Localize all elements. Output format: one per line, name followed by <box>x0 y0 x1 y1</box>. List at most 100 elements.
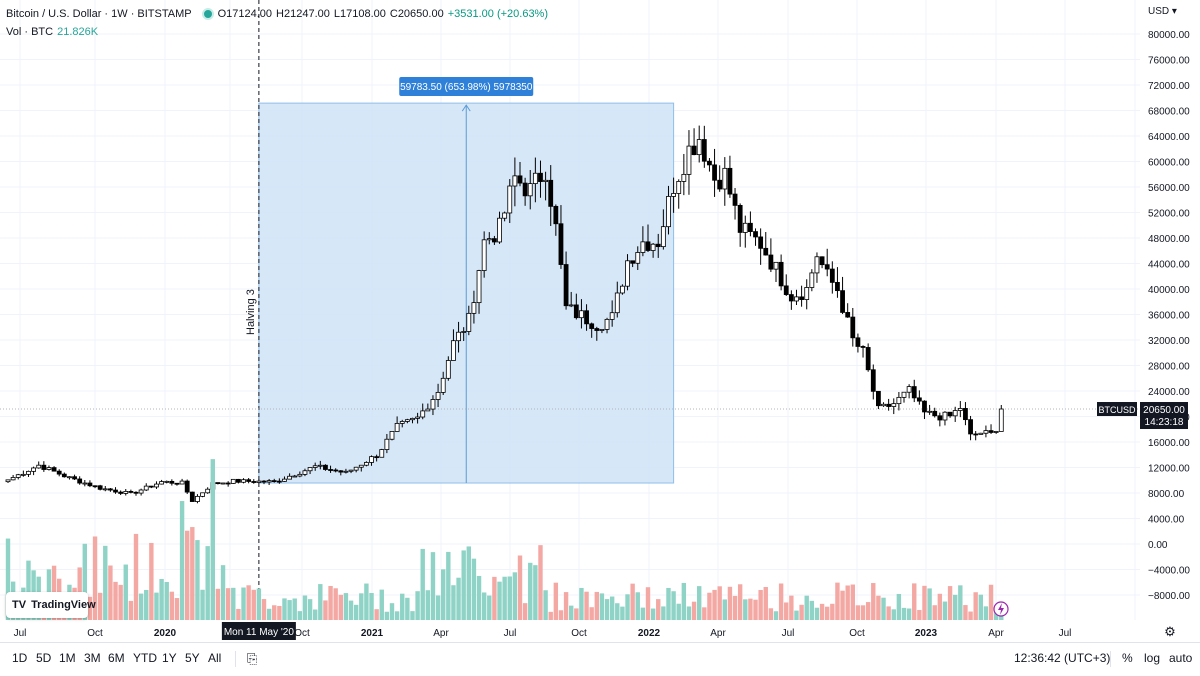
candle-body <box>5 479 11 483</box>
volume-bar <box>379 589 384 620</box>
candle-body <box>195 495 200 502</box>
timeframe-1y-button[interactable]: 1Y <box>162 651 177 665</box>
candle-body <box>189 491 195 502</box>
volume-bar <box>809 600 815 620</box>
candle-body <box>799 296 804 300</box>
volume-bar <box>922 585 927 620</box>
time-tick-label: 2020 <box>154 628 177 639</box>
candle-body <box>568 304 574 307</box>
candle-body <box>282 478 287 482</box>
volume-bar <box>497 581 502 620</box>
timeframe-3m-button[interactable]: 3M <box>84 651 101 665</box>
log-scale-toggle[interactable]: log <box>1144 651 1161 665</box>
auto-scale-toggle[interactable]: auto <box>1169 651 1193 665</box>
candle-body <box>794 296 799 302</box>
percent-scale-toggle[interactable]: % <box>1122 651 1133 665</box>
candle-body <box>809 272 815 288</box>
price-tick-label: 8000.00 <box>1148 489 1185 500</box>
volume-bar <box>261 599 267 620</box>
last-price-tag <box>1140 402 1188 430</box>
timeframe-6m-button[interactable]: 6M <box>108 651 125 665</box>
timeframe-1m-button[interactable]: 1M <box>59 651 76 665</box>
tradingview-logo[interactable]: TV TradingView <box>6 592 96 618</box>
volume-bar <box>676 603 681 620</box>
volume-bar <box>215 588 221 620</box>
candle-body <box>630 260 636 264</box>
bar-countdown: 14:23:18 <box>1145 417 1184 428</box>
timeframe-all-button[interactable]: All <box>208 651 222 665</box>
volume-bar <box>661 606 666 620</box>
candle-body <box>276 480 282 483</box>
volume-bar <box>435 595 441 620</box>
price-tick-label: 68000.00 <box>1148 107 1190 118</box>
price-tick-label: 32000.00 <box>1148 336 1190 347</box>
volume-bar <box>732 595 738 620</box>
volume-label[interactable]: Vol · BTC <box>6 26 54 38</box>
timeframe-5d-button[interactable]: 5D <box>36 651 52 665</box>
time-tick-label: Oct <box>849 628 865 639</box>
candle-body <box>338 470 344 473</box>
candle-body <box>343 470 349 473</box>
volume-bar <box>282 598 287 620</box>
volume-bar <box>630 583 635 620</box>
volume-bar <box>277 605 282 620</box>
candle-body <box>507 185 513 214</box>
candle-body <box>20 473 26 476</box>
volume-bar <box>195 540 200 620</box>
candle-body <box>154 483 159 488</box>
candle-body <box>46 467 52 470</box>
candle-body <box>41 464 47 470</box>
volume-bar <box>323 600 328 620</box>
volume-bar <box>302 595 308 620</box>
candle-body <box>599 328 605 331</box>
chart-canvas[interactable]: 80000.00 76000.00 72000.00 68000.00 64000.00… <box>0 0 1200 642</box>
candle-body <box>220 482 226 485</box>
measure-label-box[interactable] <box>399 77 534 96</box>
volume-bar <box>830 603 835 620</box>
candle-body <box>497 217 502 243</box>
candle-body <box>430 399 436 410</box>
candle-body <box>671 193 676 197</box>
candle-body <box>696 139 702 156</box>
volume-bar <box>548 611 553 620</box>
candle-body <box>609 312 615 320</box>
clock-timezone[interactable]: 12:36:42 (UTC+3) <box>1014 651 1111 665</box>
volume-bar <box>558 610 564 620</box>
timeframe-ytd-button[interactable]: YTD <box>133 651 157 665</box>
volume-bar <box>983 606 989 620</box>
candle-body <box>840 290 845 313</box>
halving-label: Halving 3 <box>245 289 257 335</box>
timeframe-5y-button[interactable]: 5Y <box>185 651 200 665</box>
price-tick-label: −8000.00 <box>1148 591 1190 602</box>
volume-bar <box>768 608 774 620</box>
candle-body <box>10 477 16 481</box>
currency-selector[interactable]: USD ▾ <box>1148 6 1177 17</box>
candle-body <box>717 179 723 190</box>
volume-bar <box>763 587 768 620</box>
candle-body <box>660 226 666 248</box>
timeframe-1d-button[interactable]: 1D <box>12 651 28 665</box>
candle-body <box>31 467 37 472</box>
candle-body <box>297 473 303 477</box>
date-range-icon[interactable]: ⎘ <box>247 651 258 666</box>
volume-bar <box>512 572 518 620</box>
candle-body <box>307 467 313 472</box>
volume-bar <box>784 602 789 620</box>
price-tick-label: 44000.00 <box>1148 260 1190 271</box>
candle-body <box>456 331 461 342</box>
volume-bar <box>359 593 364 620</box>
symbol-title[interactable]: Bitcoin / U.S. Dollar · 1W · BITSTAMP <box>6 8 192 20</box>
candle-body <box>748 222 753 232</box>
time-tick-label: Oct <box>294 628 310 639</box>
settings-gear-icon[interactable]: ⚙ <box>1164 624 1176 639</box>
candle-body <box>532 172 538 185</box>
candle-body <box>645 241 651 251</box>
volume-bar <box>727 586 733 620</box>
candle-body <box>466 312 472 332</box>
volume-bar <box>528 562 533 620</box>
volume-bar <box>466 546 471 620</box>
volume-bar <box>835 582 840 620</box>
candle-body <box>553 205 559 225</box>
price-tick-label: 16000.00 <box>1148 438 1190 449</box>
candle-body <box>451 340 456 361</box>
